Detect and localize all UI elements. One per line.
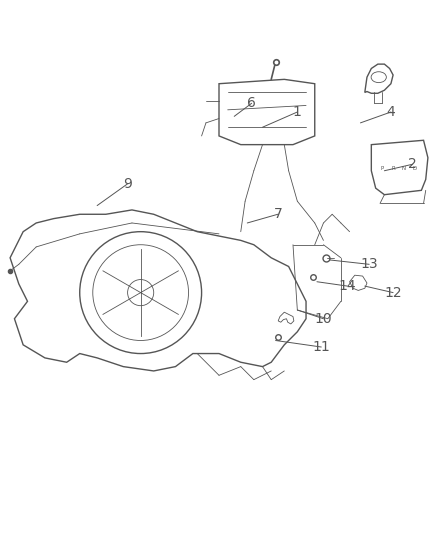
Text: 12: 12 [384, 286, 402, 300]
Text: 4: 4 [387, 105, 395, 119]
Text: R: R [391, 166, 395, 171]
Text: D: D [413, 166, 417, 171]
Text: 13: 13 [360, 257, 378, 271]
Text: 1: 1 [293, 105, 302, 119]
Text: 11: 11 [312, 340, 330, 354]
Text: N: N [402, 166, 406, 171]
Text: 7: 7 [273, 207, 282, 221]
Text: 14: 14 [339, 279, 356, 293]
Text: 2: 2 [408, 157, 417, 171]
Text: P: P [381, 166, 384, 171]
Text: 9: 9 [123, 177, 132, 191]
Text: 6: 6 [247, 96, 256, 110]
Text: 10: 10 [314, 312, 332, 326]
